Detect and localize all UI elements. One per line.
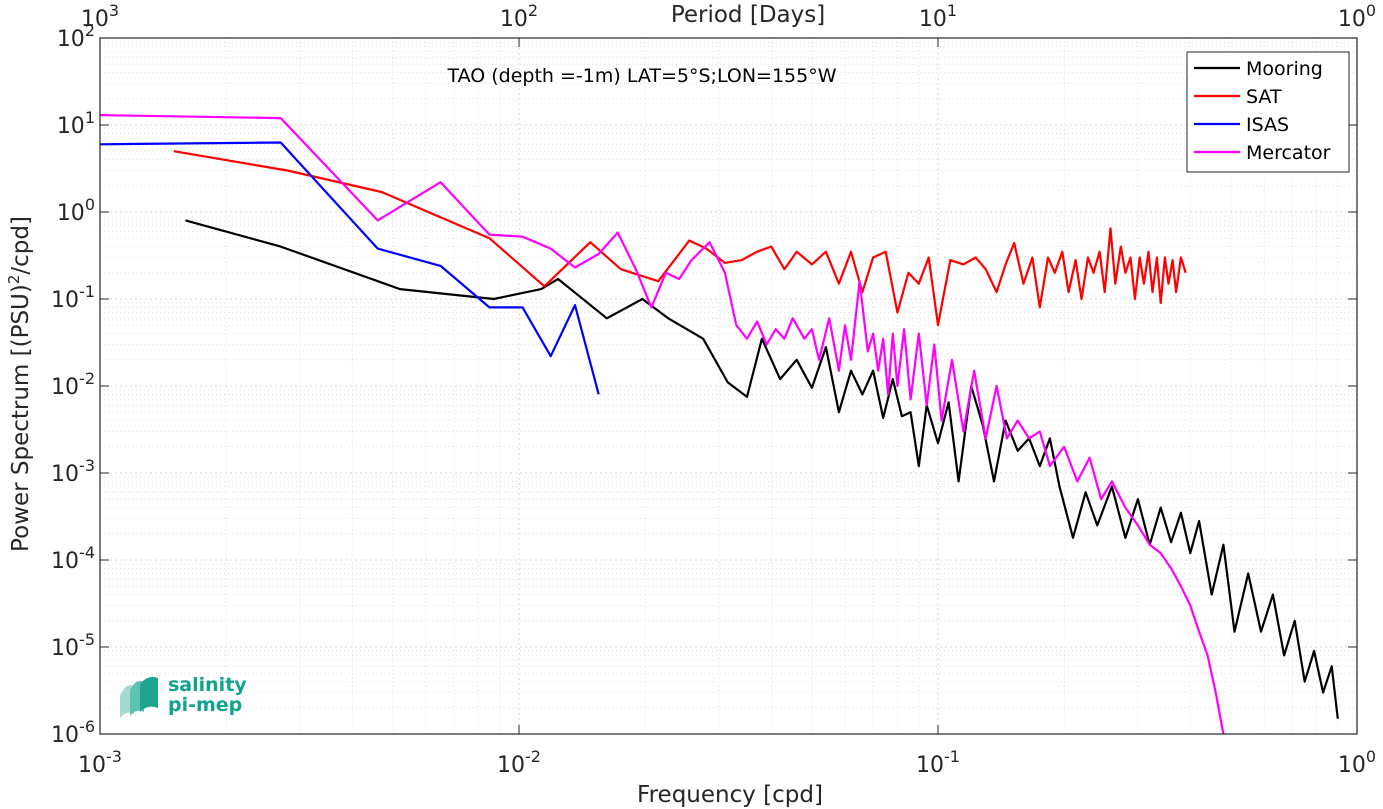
salinity-pi-mep-logo: salinity pi-mep	[118, 672, 258, 722]
top-tick-label: 103	[81, 1, 119, 32]
y-tick-label: 10-1	[51, 282, 95, 313]
top-tick-label-base: 10	[1338, 7, 1366, 32]
y-tick-label-exponent: -1	[79, 282, 95, 301]
y-axis-title-main: Power Spectrum [(PSU)	[8, 284, 34, 552]
top-tick-label-exponent: 2	[528, 1, 538, 20]
top-tick-label: 102	[500, 1, 538, 32]
legend-label-mercator: Mercator	[1246, 142, 1331, 164]
y-axis-title-sup: 2	[5, 275, 23, 285]
y-tick-label-exponent: -5	[79, 630, 95, 649]
top-tick-label: 100	[1338, 1, 1376, 32]
plot-frame	[99, 37, 1358, 735]
y-tick-label: 100	[57, 195, 95, 226]
chart-annotation: TAO (depth =-1m) LAT=5°S;LON=155°W	[446, 65, 836, 87]
y-axis-title: Power Spectrum [(PSU)2/cpd]	[5, 216, 34, 552]
legend: Mooring SAT ISAS Mercator	[1186, 51, 1350, 173]
logo-text-pi-mep: pi-mep	[168, 694, 243, 716]
x-tick-label-exponent: -3	[106, 747, 122, 766]
x-tick-label-base: 10	[497, 753, 525, 778]
top-axis-title: Period [Days]	[671, 2, 825, 28]
y-tick-label-exponent: 0	[85, 195, 95, 214]
x-tick-label: 10-3	[78, 747, 122, 778]
legend-label-sat: SAT	[1246, 86, 1282, 108]
y-tick-label-base: 10	[51, 462, 79, 487]
top-tick-label: 101	[919, 1, 957, 32]
series-line-sat	[173, 150, 1187, 327]
y-axis-title-tail: /cpd]	[8, 216, 34, 275]
top-tick-label-exponent: 1	[947, 1, 957, 20]
x-tick-label: 100	[1338, 747, 1376, 778]
legend-label-mooring: Mooring	[1246, 58, 1323, 80]
y-tick-label-exponent: 1	[85, 108, 95, 127]
y-tick-label-base: 10	[51, 549, 79, 574]
y-tick-label-exponent: -6	[79, 717, 95, 736]
x-tick-label-exponent: -1	[944, 747, 960, 766]
x-tick-label-exponent: 0	[1366, 747, 1376, 766]
top-tick-label-base: 10	[919, 7, 947, 32]
y-tick-label-base: 10	[57, 27, 85, 52]
y-tick-label-base: 10	[51, 723, 79, 748]
x-axis-title: Frequency [cpd]	[637, 782, 823, 808]
logo-text-salinity: salinity	[168, 674, 247, 696]
legend-label-isas: ISAS	[1246, 114, 1289, 136]
y-tick-label-base: 10	[57, 114, 85, 139]
y-tick-label-exponent: 2	[85, 21, 95, 40]
logo-mark-icon	[120, 676, 158, 718]
x-tick-label-base: 10	[78, 753, 106, 778]
y-tick-label-base: 10	[51, 636, 79, 661]
grid	[99, 38, 1357, 735]
top-tick-label-base: 10	[500, 7, 528, 32]
y-tick-label: 10-6	[51, 717, 95, 748]
x-tick-label: 10-2	[497, 747, 541, 778]
top-tick-label-base: 10	[81, 7, 109, 32]
x-tick-label-base: 10	[916, 753, 944, 778]
y-tick-label-exponent: -4	[79, 543, 95, 562]
y-tick-label: 10-4	[51, 543, 95, 574]
y-tick-label: 10-2	[51, 369, 95, 400]
x-tick-label-exponent: -2	[525, 747, 541, 766]
y-tick-label-base: 10	[51, 375, 79, 400]
series-line-mooring	[185, 219, 1339, 719]
x-tick-label-base: 10	[1338, 753, 1366, 778]
y-tick-label: 10-5	[51, 630, 95, 661]
x-tick-label: 10-1	[916, 747, 960, 778]
axis-ticks: 10-310310-210210-110110010010210110010-1…	[51, 1, 1376, 778]
y-tick-label-base: 10	[57, 201, 85, 226]
y-tick-label: 10-3	[51, 456, 95, 487]
y-tick-label: 101	[57, 108, 95, 139]
series-line-mercator	[99, 114, 1225, 735]
logo-wave-3	[140, 676, 158, 712]
y-tick-label-base: 10	[51, 288, 79, 313]
top-tick-label-exponent: 0	[1366, 1, 1376, 20]
y-tick-label: 102	[57, 21, 95, 52]
y-tick-label-exponent: -3	[79, 456, 95, 475]
y-tick-label-exponent: -2	[79, 369, 95, 388]
top-tick-label-exponent: 3	[109, 1, 119, 20]
series-line-isas	[99, 141, 600, 395]
series-lines	[99, 114, 1339, 735]
